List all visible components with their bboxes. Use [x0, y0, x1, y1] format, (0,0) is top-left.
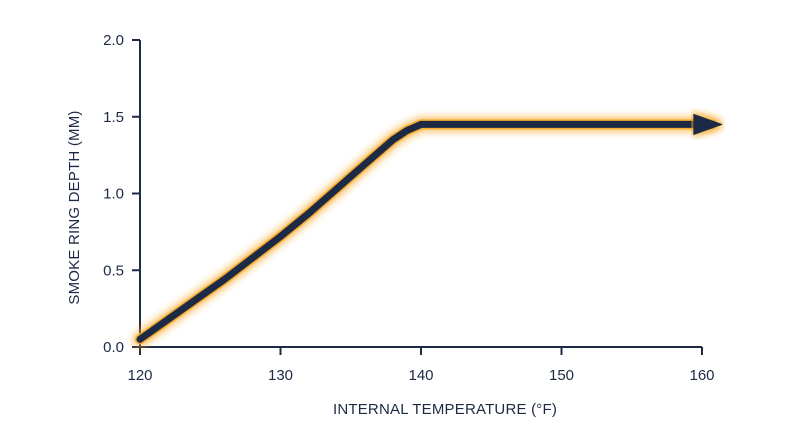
x-tick-label: 160 — [689, 367, 714, 384]
y-tick-label: 1.0 — [103, 186, 124, 203]
tick-labels: 0.0 0.5 1.0 1.5 2.0 120 130 140 150 160 — [103, 32, 714, 384]
arrowhead-icon — [693, 113, 723, 135]
series-line-glow — [133, 117, 719, 347]
x-tick-label: 150 — [549, 367, 574, 384]
y-axis-title: SMOKE RING DEPTH (MM) — [66, 110, 83, 304]
y-tick-label: 0.0 — [103, 339, 124, 356]
y-tick-label: 1.5 — [103, 109, 124, 126]
tick-marks — [132, 39, 703, 355]
x-tick-label: 130 — [268, 367, 293, 384]
series-line — [136, 120, 716, 343]
x-tick-label: 120 — [127, 367, 152, 384]
axes — [139, 40, 702, 348]
series-line-outline — [135, 119, 717, 345]
series-layer — [133, 112, 724, 347]
y-tick-label: 0.5 — [103, 262, 124, 279]
x-axis-title: INTERNAL TEMPERATURE (°F) — [333, 401, 557, 418]
x-tick-label: 140 — [408, 367, 433, 384]
y-tick-label: 2.0 — [103, 32, 124, 49]
